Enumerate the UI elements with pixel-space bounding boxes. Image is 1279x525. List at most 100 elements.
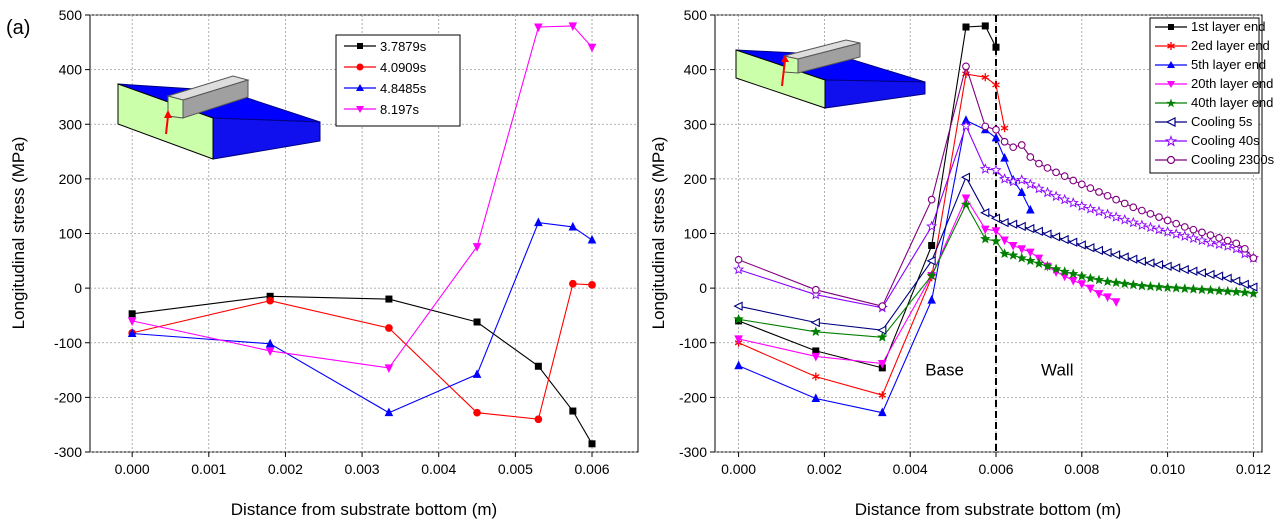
data-point	[1153, 223, 1165, 235]
data-point	[1000, 124, 1009, 133]
data-point	[1050, 263, 1062, 274]
data-point	[1215, 234, 1223, 242]
data-point	[1119, 278, 1130, 289]
data-point	[1153, 259, 1164, 270]
data-point	[1172, 219, 1181, 228]
data-point	[733, 313, 744, 324]
data-point	[981, 22, 989, 30]
y-tick-label: 500	[59, 7, 83, 23]
data-point	[473, 408, 481, 417]
data-point	[1008, 249, 1019, 260]
data-point	[1085, 243, 1095, 253]
data-point	[1077, 180, 1086, 189]
data-point	[1162, 261, 1172, 271]
data-point	[1240, 244, 1249, 253]
data-point	[1146, 209, 1155, 218]
data-point	[1232, 239, 1241, 248]
data-point	[1060, 172, 1069, 180]
data-point	[1068, 276, 1078, 286]
y-tick-label: -100	[679, 335, 707, 351]
data-point	[385, 295, 393, 303]
data-point	[1249, 254, 1258, 262]
data-point	[878, 407, 887, 417]
data-point	[588, 440, 596, 448]
data-point	[1017, 187, 1027, 197]
data-point	[960, 120, 972, 131]
series	[733, 172, 1258, 335]
data-point	[1196, 284, 1208, 295]
data-point	[1025, 255, 1036, 266]
data-point	[1145, 258, 1155, 268]
data-point	[1102, 247, 1112, 258]
y-tick-label: 300	[684, 116, 708, 132]
legend-entry: 4.0909s	[344, 60, 427, 75]
y-tick-label: 400	[684, 62, 708, 78]
y-axis-label: Longitudinal stress (MPa)	[9, 137, 28, 330]
data-point	[128, 310, 136, 318]
data-point	[1196, 268, 1206, 278]
data-point	[1017, 141, 1026, 149]
y-tick-label: -300	[54, 444, 82, 460]
series	[128, 292, 596, 448]
data-point	[878, 302, 887, 311]
data-point	[265, 347, 275, 357]
legend-entry: 8.197s	[344, 102, 420, 117]
y-tick-label: 500	[684, 7, 708, 23]
data-point	[926, 256, 936, 266]
data-point	[1222, 240, 1234, 251]
y-tick-label: -300	[679, 444, 707, 460]
data-point	[1179, 283, 1190, 294]
data-point	[1024, 178, 1036, 190]
data-point	[926, 220, 938, 232]
data-point	[1180, 223, 1189, 231]
data-point	[1026, 153, 1035, 161]
data-point	[1000, 137, 1009, 146]
data-point	[992, 43, 1000, 51]
data-point	[568, 221, 578, 231]
legend: 3.7879s 4.0909s 4.8485s 8.197s	[335, 34, 461, 127]
legend-entry: 2ed layer end	[1155, 38, 1270, 53]
data-point	[1093, 245, 1104, 256]
data-point	[980, 225, 990, 235]
data-point	[811, 352, 821, 362]
data-point	[733, 301, 743, 311]
legend-entry: 5th layer end	[1155, 57, 1266, 72]
data-point	[810, 288, 822, 300]
legend-label: Cooling 2300s	[1191, 152, 1275, 167]
data-point	[1155, 213, 1163, 221]
data-point	[811, 285, 820, 294]
data-point	[1000, 236, 1009, 246]
data-point	[877, 331, 888, 342]
data-point	[1231, 286, 1242, 297]
y-tick-label: 300	[59, 116, 83, 132]
data-point	[1170, 228, 1182, 239]
data-point	[534, 217, 543, 227]
data-point	[1127, 216, 1139, 228]
data-point	[991, 132, 1001, 142]
annotation-wall: Wall	[1041, 361, 1073, 380]
data-point	[1084, 203, 1096, 214]
data-point	[1153, 281, 1165, 292]
data-point	[811, 393, 821, 402]
right-chart: 0.000 0.002 0.004 0.006 0.008 0.010 0.012 -300 -…	[649, 7, 1275, 519]
data-point	[1120, 199, 1129, 208]
data-point	[1103, 293, 1112, 302]
legend-label: 2ed layer end	[1191, 38, 1270, 53]
data-point	[1033, 258, 1045, 268]
data-point	[1111, 298, 1121, 307]
data-point	[962, 62, 970, 71]
y-tick-label: 100	[59, 226, 83, 242]
x-tick-label: 0.012	[1236, 461, 1271, 477]
data-point	[569, 279, 577, 288]
data-point	[1069, 176, 1078, 185]
x-tick-label: 0.008	[1064, 461, 1099, 477]
data-point	[927, 195, 936, 204]
data-point	[1016, 252, 1027, 263]
data-point	[266, 296, 274, 305]
data-point	[1163, 216, 1172, 225]
data-point	[980, 208, 990, 218]
data-point	[534, 23, 543, 33]
data-point	[587, 43, 597, 53]
data-point	[534, 415, 543, 424]
data-point	[1187, 232, 1199, 244]
